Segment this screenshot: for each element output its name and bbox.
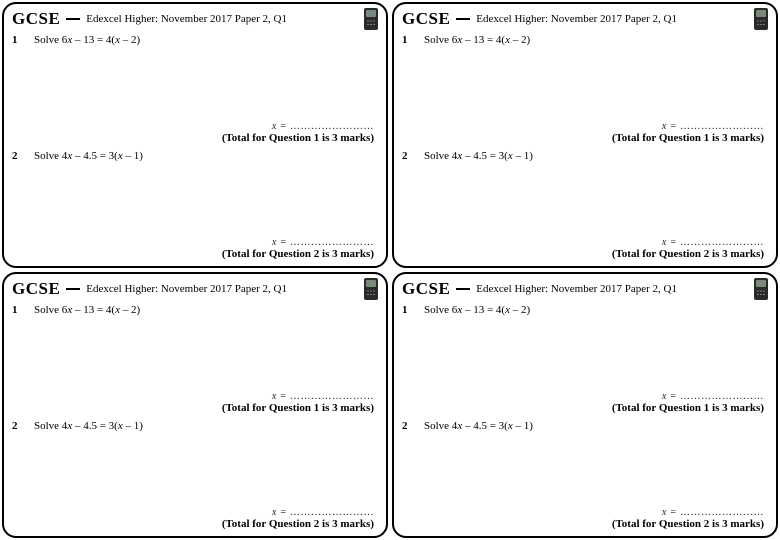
answer-line: x = ……………………	[12, 237, 378, 248]
total-marks: (Total for Question 2 is 3 marks)	[12, 248, 378, 262]
answer-line: x = ……………………	[12, 507, 378, 518]
question-2-block: 2 Solve 4x – 4.5 = 3(x – 1) x = ………………………	[12, 416, 378, 532]
brand-label: GCSE	[12, 279, 60, 299]
paper-title: Edexcel Higher: November 2017 Paper 2, Q…	[86, 283, 358, 295]
paper-title: Edexcel Higher: November 2017 Paper 2, Q…	[476, 13, 748, 25]
calculator-icon	[754, 8, 768, 30]
answer-line: x = ……………………	[12, 391, 378, 402]
panel: GCSE Edexcel Higher: November 2017 Paper…	[2, 272, 388, 538]
total-marks: (Total for Question 1 is 3 marks)	[12, 402, 378, 416]
question-1-block: 1 Solve 6x – 13 = 4(x – 2) x = …………………… …	[12, 30, 378, 146]
question-row: 1 Solve 6x – 13 = 4(x – 2)	[12, 30, 378, 46]
question-row: 1 Solve 6x – 13 = 4(x – 2)	[402, 300, 768, 316]
question-number: 2	[12, 420, 24, 432]
question-text: Solve 6x – 13 = 4(x – 2)	[424, 34, 768, 46]
question-row: 2 Solve 4x – 4.5 = 3(x – 1)	[402, 146, 768, 162]
answer-line: x = ……………………	[402, 507, 768, 518]
panel-header: GCSE Edexcel Higher: November 2017 Paper…	[402, 8, 768, 30]
answer-line: x = ……………………	[402, 391, 768, 402]
question-row: 1 Solve 6x – 13 = 4(x – 2)	[402, 30, 768, 46]
answer-line: x = ……………………	[402, 121, 768, 132]
brand-label: GCSE	[402, 9, 450, 29]
panel: GCSE Edexcel Higher: November 2017 Paper…	[2, 2, 388, 268]
answer-line: x = ……………………	[12, 121, 378, 132]
divider-icon	[66, 18, 80, 20]
panel: GCSE Edexcel Higher: November 2017 Paper…	[392, 272, 778, 538]
total-marks: (Total for Question 2 is 3 marks)	[402, 248, 768, 262]
question-row: 2 Solve 4x – 4.5 = 3(x – 1)	[12, 416, 378, 432]
question-text: Solve 4x – 4.5 = 3(x – 1)	[424, 150, 768, 162]
total-marks: (Total for Question 2 is 3 marks)	[12, 518, 378, 532]
question-number: 1	[12, 34, 24, 46]
question-text: Solve 6x – 13 = 4(x – 2)	[34, 34, 378, 46]
total-marks: (Total for Question 1 is 3 marks)	[402, 402, 768, 416]
paper-title: Edexcel Higher: November 2017 Paper 2, Q…	[86, 13, 358, 25]
question-text: Solve 6x – 13 = 4(x – 2)	[34, 304, 378, 316]
divider-icon	[456, 288, 470, 290]
question-row: 1 Solve 6x – 13 = 4(x – 2)	[12, 300, 378, 316]
calculator-icon	[364, 278, 378, 300]
panel-header: GCSE Edexcel Higher: November 2017 Paper…	[12, 278, 378, 300]
paper-title: Edexcel Higher: November 2017 Paper 2, Q…	[476, 283, 748, 295]
panel-header: GCSE Edexcel Higher: November 2017 Paper…	[12, 8, 378, 30]
question-text: Solve 6x – 13 = 4(x – 2)	[424, 304, 768, 316]
question-1-block: 1 Solve 6x – 13 = 4(x – 2) x = …………………… …	[402, 300, 768, 416]
divider-icon	[456, 18, 470, 20]
question-1-block: 1 Solve 6x – 13 = 4(x – 2) x = …………………… …	[402, 30, 768, 146]
question-text: Solve 4x – 4.5 = 3(x – 1)	[34, 420, 378, 432]
calculator-icon	[754, 278, 768, 300]
question-2-block: 2 Solve 4x – 4.5 = 3(x – 1) x = ………………………	[402, 416, 768, 532]
question-2-block: 2 Solve 4x – 4.5 = 3(x – 1) x = ………………………	[12, 146, 378, 262]
question-number: 2	[402, 150, 414, 162]
panel: GCSE Edexcel Higher: November 2017 Paper…	[392, 2, 778, 268]
brand-label: GCSE	[402, 279, 450, 299]
question-1-block: 1 Solve 6x – 13 = 4(x – 2) x = …………………… …	[12, 300, 378, 416]
brand-label: GCSE	[12, 9, 60, 29]
answer-line: x = ……………………	[402, 237, 768, 248]
worksheet-grid: GCSE Edexcel Higher: November 2017 Paper…	[0, 0, 780, 540]
total-marks: (Total for Question 1 is 3 marks)	[402, 132, 768, 146]
question-text: Solve 4x – 4.5 = 3(x – 1)	[34, 150, 378, 162]
panel-header: GCSE Edexcel Higher: November 2017 Paper…	[402, 278, 768, 300]
total-marks: (Total for Question 1 is 3 marks)	[12, 132, 378, 146]
divider-icon	[66, 288, 80, 290]
question-text: Solve 4x – 4.5 = 3(x – 1)	[424, 420, 768, 432]
question-row: 2 Solve 4x – 4.5 = 3(x – 1)	[12, 146, 378, 162]
question-2-block: 2 Solve 4x – 4.5 = 3(x – 1) x = ………………………	[402, 146, 768, 262]
total-marks: (Total for Question 2 is 3 marks)	[402, 518, 768, 532]
question-number: 1	[402, 304, 414, 316]
question-number: 2	[402, 420, 414, 432]
question-number: 1	[12, 304, 24, 316]
question-number: 2	[12, 150, 24, 162]
question-number: 1	[402, 34, 414, 46]
calculator-icon	[364, 8, 378, 30]
question-row: 2 Solve 4x – 4.5 = 3(x – 1)	[402, 416, 768, 432]
